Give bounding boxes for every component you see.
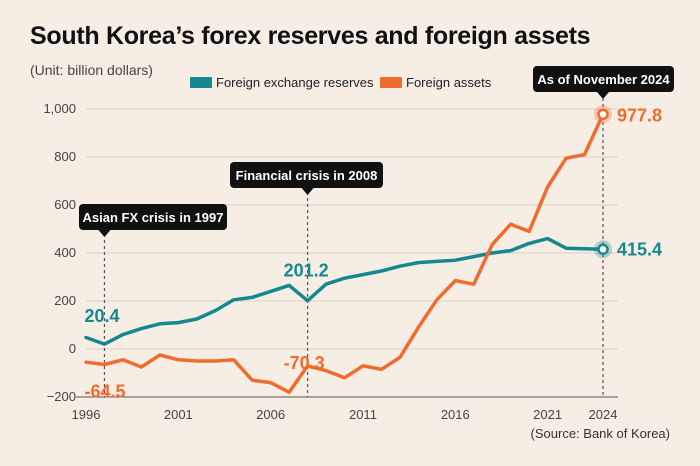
annotation-pointer (301, 188, 314, 195)
x-tick-label: 2016 (441, 407, 470, 422)
unit-note: (Unit: billion dollars) (30, 62, 153, 78)
annotation-pointer (597, 92, 609, 99)
annotation-box (230, 162, 383, 188)
foreign-assets-line (84, 112, 605, 394)
x-tick-label: 2024 (589, 407, 618, 422)
annotation-pointer (98, 230, 111, 237)
x-tick-label: 1996 (72, 407, 101, 422)
y-tick-label: 600 (54, 197, 76, 212)
data-value-label: 201.2 (284, 261, 329, 281)
foreign-assets-endpoint (597, 108, 609, 121)
annotation-text: Financial crisis in 2008 (236, 168, 378, 183)
forex-reserves-endpoint (597, 243, 609, 256)
legend-label: Foreign exchange reserves (216, 75, 374, 90)
y-tick-label: 200 (54, 293, 76, 308)
x-tick-label: 2021 (533, 407, 562, 422)
source-note: (Source: Bank of Korea) (530, 426, 670, 441)
chart-title: South Korea’s forex reserves and foreign… (30, 22, 591, 50)
annotation-box (79, 204, 227, 230)
data-value-label: -64.5 (84, 381, 125, 401)
annotation-text: As of November 2024 (537, 72, 670, 87)
legend-swatch (380, 77, 402, 88)
x-tick-label: 2006 (256, 407, 285, 422)
legend-swatch (190, 77, 212, 88)
data-value-label: -70.3 (284, 353, 325, 373)
x-tick-label: 2001 (164, 407, 193, 422)
annotation-text: Asian FX crisis in 1997 (83, 210, 224, 225)
legend-label: Foreign assets (406, 75, 492, 90)
y-tick-label: −200 (47, 389, 76, 404)
x-tick-label: 2011 (349, 407, 377, 422)
y-tick-label: 400 (54, 245, 76, 260)
y-tick-label: 1,000 (43, 101, 76, 116)
data-value-label: 20.4 (84, 306, 119, 326)
annotation-box (533, 66, 674, 92)
y-tick-label: 800 (54, 149, 76, 164)
y-tick-label: 0 (69, 341, 76, 356)
data-value-label: 977.8 (617, 105, 662, 125)
data-value-label: 415.4 (617, 239, 662, 259)
forex-reserves-line (84, 236, 605, 346)
